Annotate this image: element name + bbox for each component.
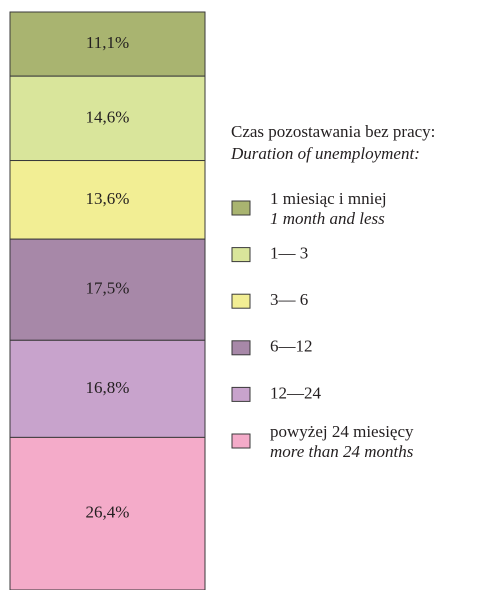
legend-title-en: Duration of unemployment: bbox=[230, 144, 420, 163]
value-label: 13,6% bbox=[86, 189, 130, 208]
legend-label: 12—24 bbox=[270, 383, 322, 402]
legend-label-en: more than 24 months bbox=[270, 442, 414, 461]
value-label: 26,4% bbox=[86, 503, 130, 522]
bar-segment bbox=[9, 11, 206, 77]
legend-swatch bbox=[231, 293, 251, 309]
legend-swatch bbox=[231, 340, 251, 356]
legend-label-en: 1 month and less bbox=[270, 209, 385, 228]
bar-segment bbox=[9, 238, 206, 341]
value-label: 17,5% bbox=[86, 279, 130, 298]
legend-label: powyżej 24 miesięcy bbox=[270, 422, 414, 441]
legend-swatch bbox=[231, 247, 251, 263]
legend-title: Czas pozostawania bez pracy: bbox=[231, 122, 435, 141]
value-label: 11,1% bbox=[86, 33, 129, 52]
legend-swatch bbox=[231, 386, 251, 402]
value-label: 16,8% bbox=[86, 378, 130, 397]
legend-swatch bbox=[231, 200, 251, 216]
bar-segment bbox=[9, 436, 206, 590]
legend-label: 3— 6 bbox=[270, 290, 308, 309]
bar-segment bbox=[9, 339, 206, 438]
legend-label: 1— 3 bbox=[270, 244, 308, 263]
bar-segment bbox=[9, 160, 206, 240]
legend-label: 1 miesiąc i mniej bbox=[270, 189, 387, 208]
legend-swatch bbox=[231, 433, 251, 449]
value-label: 14,6% bbox=[86, 107, 130, 126]
legend-label: 6—12 bbox=[270, 337, 313, 356]
bar-segment bbox=[9, 75, 206, 162]
